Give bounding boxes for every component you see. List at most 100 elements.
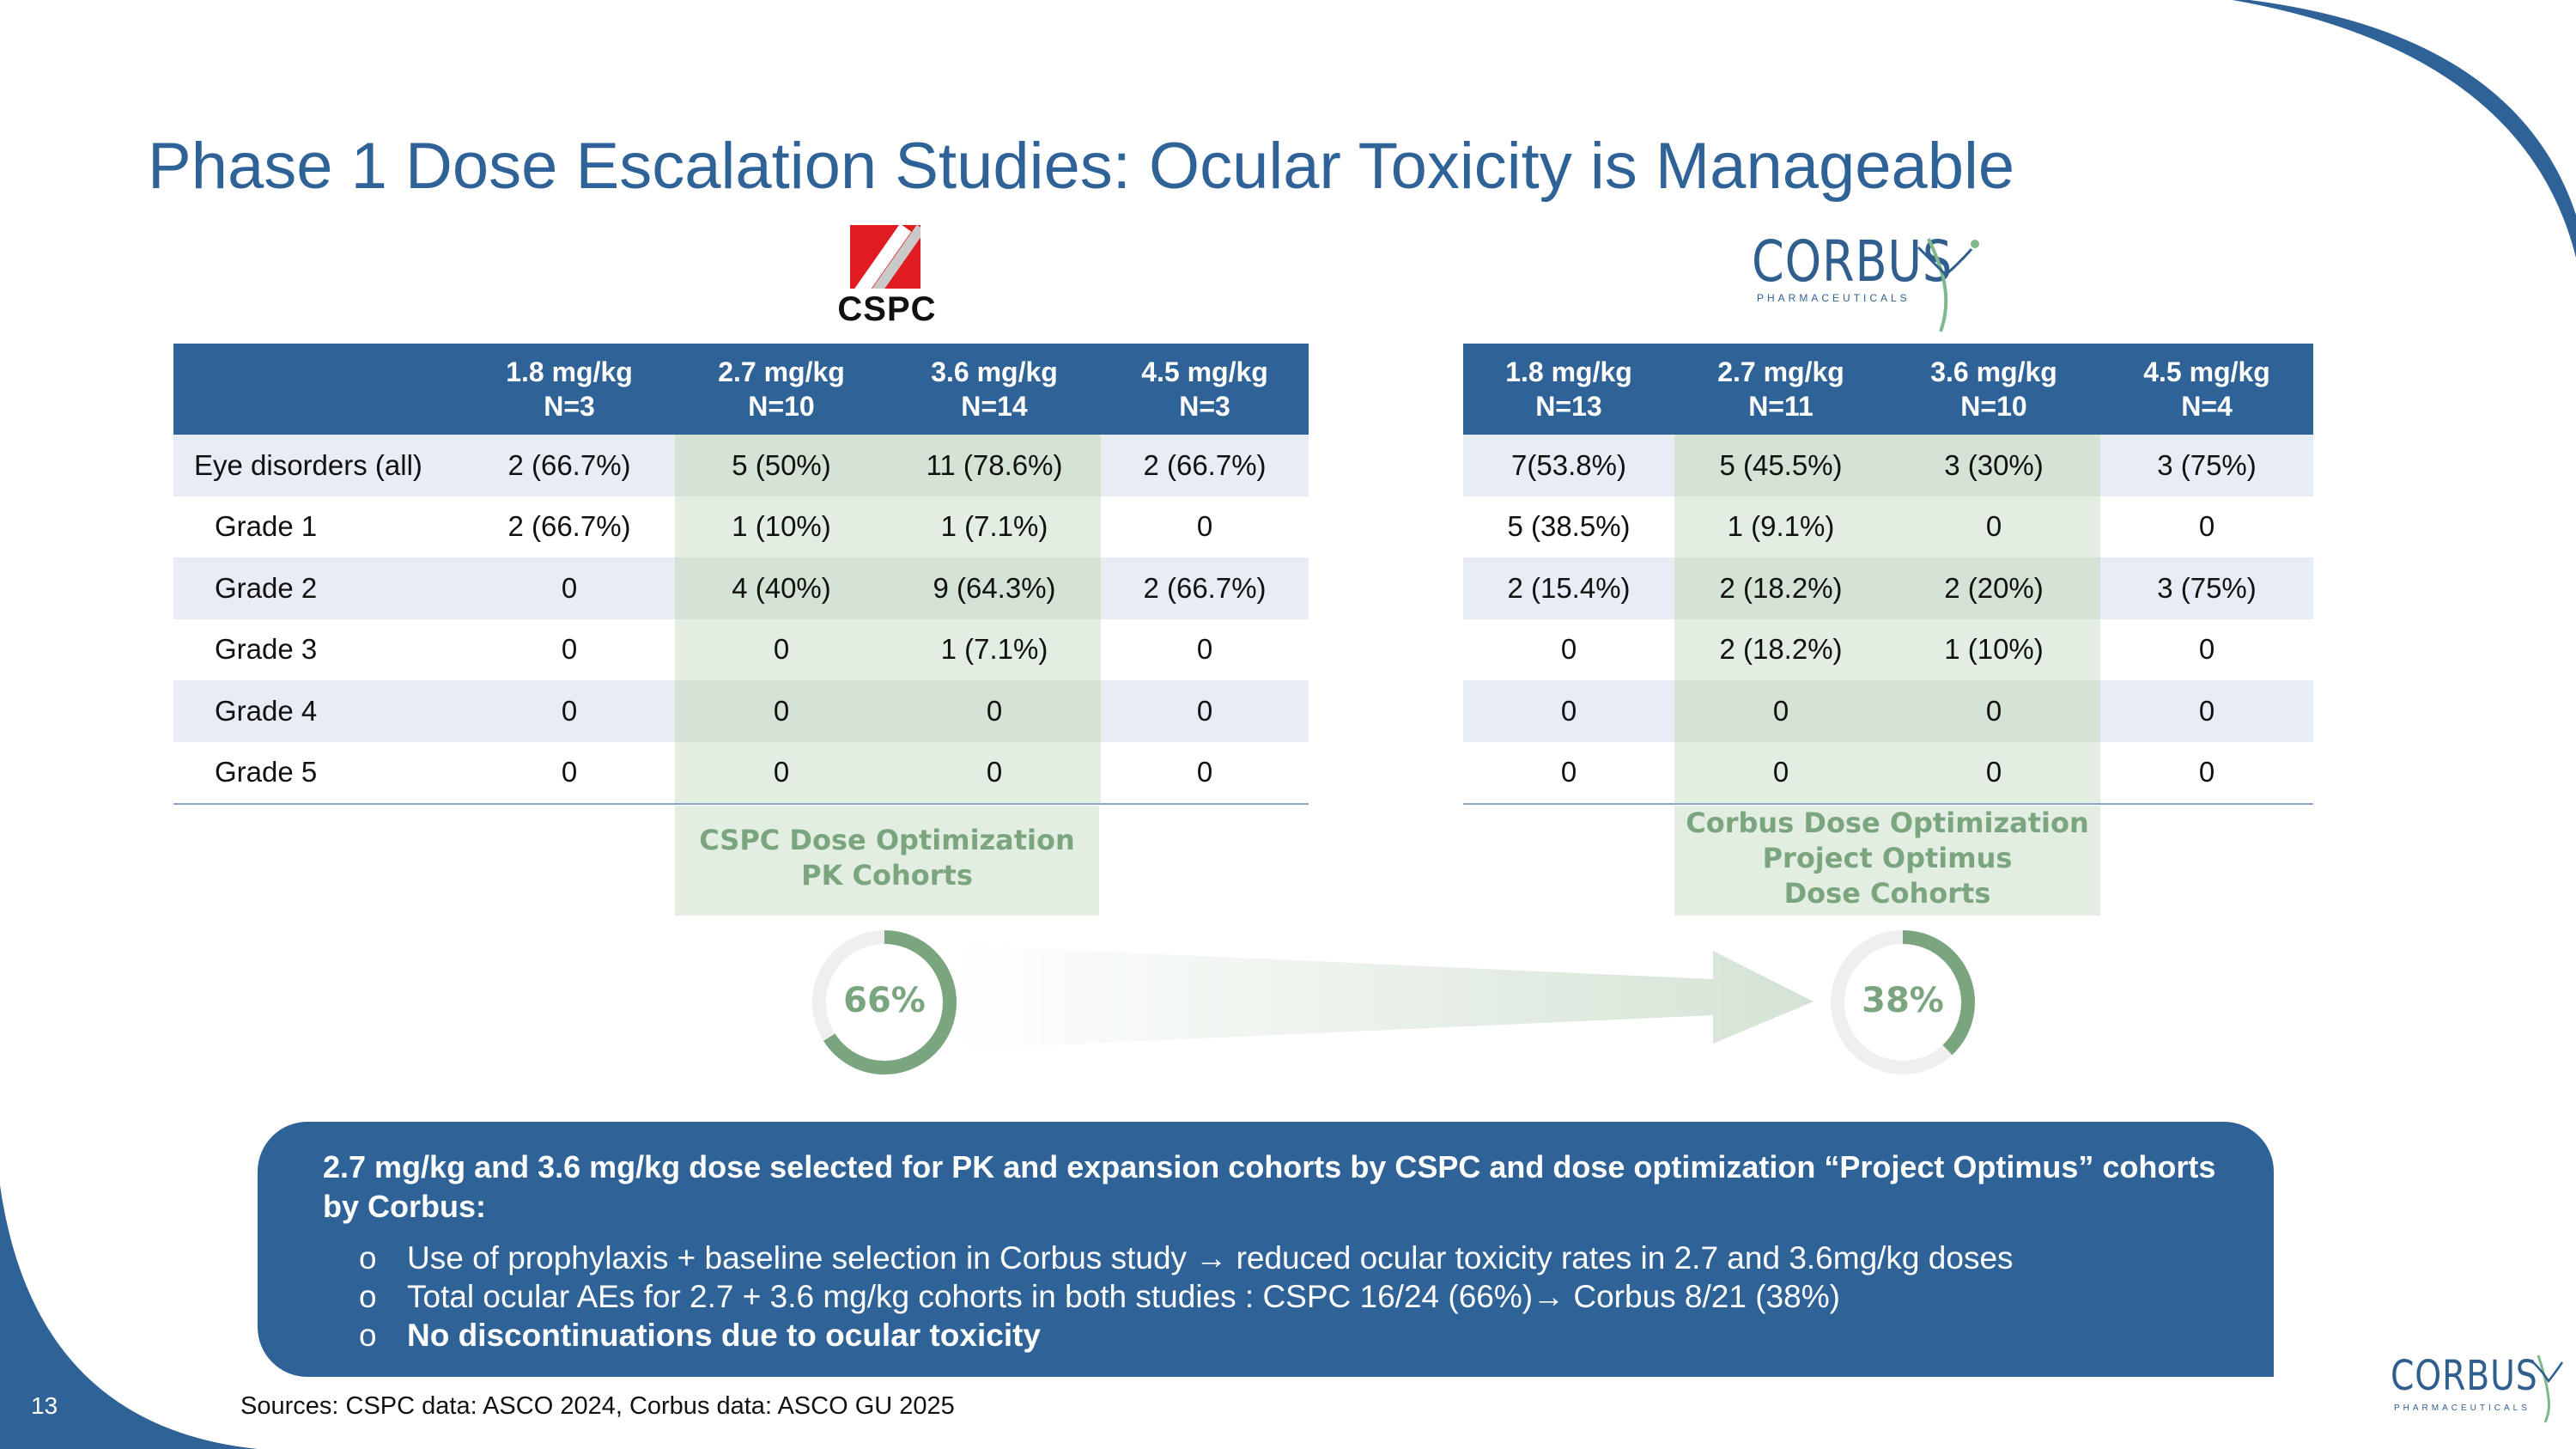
row-label: Grade 3 [215, 633, 318, 666]
donut-chart-cspc [812, 930, 957, 1075]
table-cell: 0 [464, 741, 675, 805]
table-cell: 2 (66.7%) [1101, 435, 1309, 496]
table-row: Grade 5 0 0 0 0 [173, 741, 1309, 805]
table-cell: 2 (18.2%) [1674, 618, 1887, 680]
table-cell: 4 (40%) [675, 557, 888, 619]
table-cell: 2 (66.7%) [507, 510, 631, 543]
cspc-logo-mark [850, 225, 920, 289]
table-cell: 2 (66.7%) [464, 435, 675, 496]
table-row: Grade 4 0 0 0 0 [173, 680, 1309, 742]
table-cell: 0 [1560, 633, 1577, 666]
table-header-cell: 1.8 mg/kg N=3 [464, 344, 675, 435]
table-cell: 0 [675, 618, 888, 680]
corbus-toxicity-table: 1.8 mg/kg N=13 2.7 mg/kg N=11 3.6 mg/kg N=1… [1463, 344, 2313, 805]
table-cell: 0 [464, 557, 675, 619]
table-header-cell: 2.7 mg/kg N=11 [1674, 344, 1887, 435]
top-right-arc [2233, 0, 2576, 258]
table-row: Grade 2 0 4 (40%) 9 (64.3%) 2 (66.7%) [173, 557, 1309, 619]
bullet-circle-icon: o [359, 1240, 377, 1275]
cspc-logo-text: CSPC [837, 290, 937, 328]
table-header-blank [173, 344, 464, 435]
table-row: 5 (38.5%) 1 (9.1%) 0 0 [1463, 496, 2313, 557]
table-cell: 0 [2100, 741, 2313, 805]
cspc-toxicity-table: 1.8 mg/kg N=3 2.7 mg/kg N=10 3.6 mg/kg N=14… [173, 344, 1309, 805]
table-cell: 0 [2198, 633, 2215, 666]
table-row: Eye disorders (all) 2 (66.7%) 5 (50%) 11… [173, 435, 1309, 496]
row-label: Grade 1 [215, 510, 318, 543]
table-header-row: 1.8 mg/kg N=3 2.7 mg/kg N=10 3.6 mg/kg N=14… [173, 344, 1309, 435]
corbus-logo-subtitle: PHARMACEUTICALS [2394, 1403, 2530, 1413]
table-cell: 2 (66.7%) [1101, 557, 1309, 619]
bullet-circle-icon: o [359, 1318, 377, 1353]
summary-callout: 2.7 mg/kg and 3.6 mg/kg dose selected fo… [258, 1122, 2274, 1377]
table-cell: 5 (50%) [675, 435, 888, 496]
table-cell: 0 [561, 633, 578, 666]
cspc-cohort-label: CSPC Dose Optimization PK Cohorts [675, 806, 1099, 916]
donut-value-arc-corbus [1831, 930, 1975, 1075]
table-header-cell: 4.5 mg/kg N=3 [1101, 344, 1309, 435]
table-cell: 0 [1887, 741, 2100, 805]
table-cell: 7(53.8%) [1463, 435, 1674, 496]
bullet-circle-icon: o [359, 1279, 377, 1314]
corbus-logo-word: CORBUS [2391, 1352, 2538, 1400]
table-cell: 0 [2198, 510, 2215, 543]
table-cell: 0 [1463, 741, 1674, 805]
cohort-label-line: PK Cohorts [801, 859, 973, 892]
table-cell: 0 [1674, 741, 1887, 805]
table-cell: 1 (7.1%) [888, 618, 1101, 680]
list-item: o Use of prophylaxis + baseline selection… [359, 1240, 2014, 1275]
table-row: 2 (15.4%) 2 (18.2%) 2 (20%) 3 (75%) [1463, 557, 2313, 619]
row-label: Grade 4 [173, 680, 464, 742]
table-header-cell: 3.6 mg/kg N=10 [1887, 344, 2100, 435]
table-cell: 5 (38.5%) [1507, 510, 1631, 543]
table-header-cell: 4.5 mg/kg N=4 [2100, 344, 2313, 435]
table-cell: 0 [464, 680, 675, 742]
table-row: 0 0 0 0 [1463, 680, 2313, 742]
table-cell: 0 [1101, 680, 1309, 742]
list-item: o No discontinuations due to ocular toxic… [359, 1318, 1041, 1353]
table-cell: 0 [888, 680, 1101, 742]
donut-chart-corbus [1831, 930, 1975, 1075]
table-row: 0 0 0 0 [1463, 741, 2313, 805]
table-cell: 0 [2100, 680, 2313, 742]
table-cell: 3 (75%) [2100, 557, 2313, 619]
table-header-row: 1.8 mg/kg N=13 2.7 mg/kg N=11 3.6 mg/kg N=1… [1463, 344, 2313, 435]
corbus-logo-footer: CORBUS PHARMACEUTICALS [2391, 1352, 2564, 1423]
table-cell: 0 [1196, 633, 1213, 666]
corbus-figure-icon [1917, 238, 1979, 332]
table-cell: 0 [888, 741, 1101, 805]
table-cell: 0 [1101, 741, 1309, 805]
cspc-logo: CSPC [831, 225, 943, 328]
row-label: Grade 2 [173, 557, 464, 619]
cohort-label-line: CSPC Dose Optimization [699, 824, 1075, 856]
table-cell: 1 (9.1%) [1674, 496, 1887, 557]
page-title: Phase 1 Dose Escalation Studies: Ocular … [148, 130, 2015, 203]
donut-value-arc-cspc [812, 930, 957, 1075]
table-header-cell: 1.8 mg/kg N=13 [1463, 344, 1674, 435]
table-cell: 0 [1887, 496, 2100, 557]
table-cell: 3 (75%) [2100, 435, 2313, 496]
callout-bullets: o Use of prophylaxis + baseline selection… [359, 1239, 2014, 1355]
row-label: Eye disorders (all) [173, 435, 464, 496]
donut-label-corbus: 38% [1862, 981, 1944, 1020]
corbus-logo-top: CORBUS PHARMACEUTICALS [1752, 222, 1979, 333]
table-cell: 11 (78.6%) [888, 435, 1101, 496]
corbus-logo-word: CORBUS [1752, 228, 1953, 295]
list-item: o Total ocular AEs for 2.7 + 3.6 mg/kg co… [359, 1279, 1840, 1314]
trend-arrow [953, 945, 1814, 1050]
table-cell: 0 [675, 741, 888, 805]
table-cell: 1 (7.1%) [888, 496, 1101, 557]
table-cell: 2 (18.2%) [1674, 557, 1887, 619]
table-cell: 0 [1196, 510, 1213, 543]
table-row: Grade 3 0 0 1 (7.1%) 0 [173, 618, 1309, 680]
table-cell: 0 [675, 680, 888, 742]
table-cell: 2 (20%) [1887, 557, 2100, 619]
table-cell: 3 (30%) [1887, 435, 2100, 496]
table-cell: 9 (64.3%) [888, 557, 1101, 619]
cohort-label-line: Project Optimus [1762, 842, 2013, 874]
corbus-figure-icon [2532, 1355, 2564, 1423]
cohort-label-line: Dose Cohorts [1783, 877, 1991, 910]
table-cell: 1 (10%) [1887, 618, 2100, 680]
